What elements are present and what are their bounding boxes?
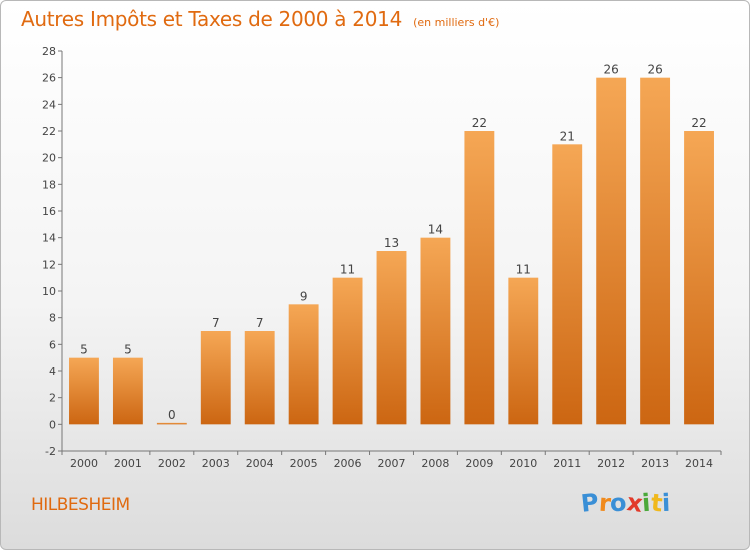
brand-letter: P [579, 488, 601, 518]
x-tick-label: 2003 [202, 457, 230, 470]
bar-value-label: 9 [300, 289, 308, 303]
y-tick-label: 6 [49, 338, 56, 351]
chart-title: Autres Impôts et Taxes de 2000 à 2014 [21, 7, 402, 31]
y-tick-label: 18 [42, 178, 56, 191]
y-tick-label: 0 [49, 418, 56, 431]
y-tick-label: 10 [42, 285, 56, 298]
bar-value-label: 5 [80, 343, 88, 357]
brand-letter: i [661, 488, 671, 518]
bar-2002 [156, 422, 187, 425]
bar-value-label: 0 [168, 408, 176, 422]
x-tick-label: 2008 [421, 457, 449, 470]
x-tick-label: 2002 [158, 457, 186, 470]
bar-2000 [69, 357, 99, 425]
x-tick-label: 2000 [70, 457, 98, 470]
chart-title-block: Autres Impôts et Taxes de 2000 à 2014 (e… [21, 7, 499, 31]
bar-2004 [244, 331, 275, 425]
x-tick-label: 2013 [641, 457, 669, 470]
y-tick-label: 2 [49, 392, 56, 405]
y-tick-label: 16 [42, 205, 56, 218]
bar-value-label: 13 [384, 236, 399, 250]
x-tick-label: 2007 [378, 457, 406, 470]
bar-2013 [640, 77, 671, 425]
bar-2009 [464, 131, 495, 425]
city-name: HILBESHEIM [31, 495, 130, 515]
bar-2012 [596, 77, 627, 425]
bar-2008 [420, 237, 451, 425]
y-tick-label: 24 [42, 98, 56, 111]
bar-value-label: 14 [428, 223, 443, 237]
bar-2010 [508, 277, 539, 425]
x-tick-label: 2012 [597, 457, 625, 470]
bar-value-label: 11 [516, 263, 531, 277]
x-tick-label: 2011 [553, 457, 581, 470]
x-tick-label: 2009 [465, 457, 493, 470]
x-tick-label: 2014 [685, 457, 713, 470]
y-tick-label: 14 [42, 232, 56, 245]
y-tick-label: 8 [49, 312, 56, 325]
bar-value-label: 7 [256, 316, 264, 330]
x-tick-label: 2010 [509, 457, 537, 470]
y-tick-label: -2 [45, 445, 56, 458]
bar-2014 [684, 131, 714, 425]
bars: 5 5 0 7 7 9 11 13 14 22 11 21 26 26 22 [69, 63, 714, 425]
bar-2006 [332, 277, 363, 425]
bar-value-label: 7 [212, 316, 220, 330]
y-tick-label: 20 [42, 152, 56, 165]
bar-value-label: 26 [647, 63, 662, 77]
bar-2011 [552, 144, 583, 425]
y-tick-label: 26 [42, 72, 56, 85]
y-tick-label: 28 [42, 45, 56, 58]
x-tick-label: 2004 [246, 457, 274, 470]
chart-unit: (en milliers d'€) [413, 16, 500, 29]
x-tick-label: 2006 [334, 457, 362, 470]
y-tick-label: 22 [42, 125, 56, 138]
bar-2007 [376, 251, 407, 425]
x-axis: 2000 2001 2002 2003 2004 2005 2006 2007 2008 2009… [61, 450, 722, 470]
bar-value-label: 22 [472, 116, 487, 130]
y-tick-label: 12 [42, 258, 56, 271]
x-tick-label: 2001 [114, 457, 142, 470]
bar-value-label: 26 [604, 63, 619, 77]
y-tick-label: 4 [49, 365, 56, 378]
brand-logo[interactable]: Proxiti [579, 488, 671, 518]
bar-value-label: 11 [340, 263, 355, 277]
bar-value-label: 21 [560, 129, 575, 143]
bar-value-label: 5 [124, 343, 132, 357]
bar-2003 [200, 331, 231, 425]
bar-2005 [288, 304, 319, 425]
bar-value-label: 22 [691, 116, 706, 130]
bar-2001 [112, 357, 143, 425]
x-tick-label: 2005 [290, 457, 318, 470]
